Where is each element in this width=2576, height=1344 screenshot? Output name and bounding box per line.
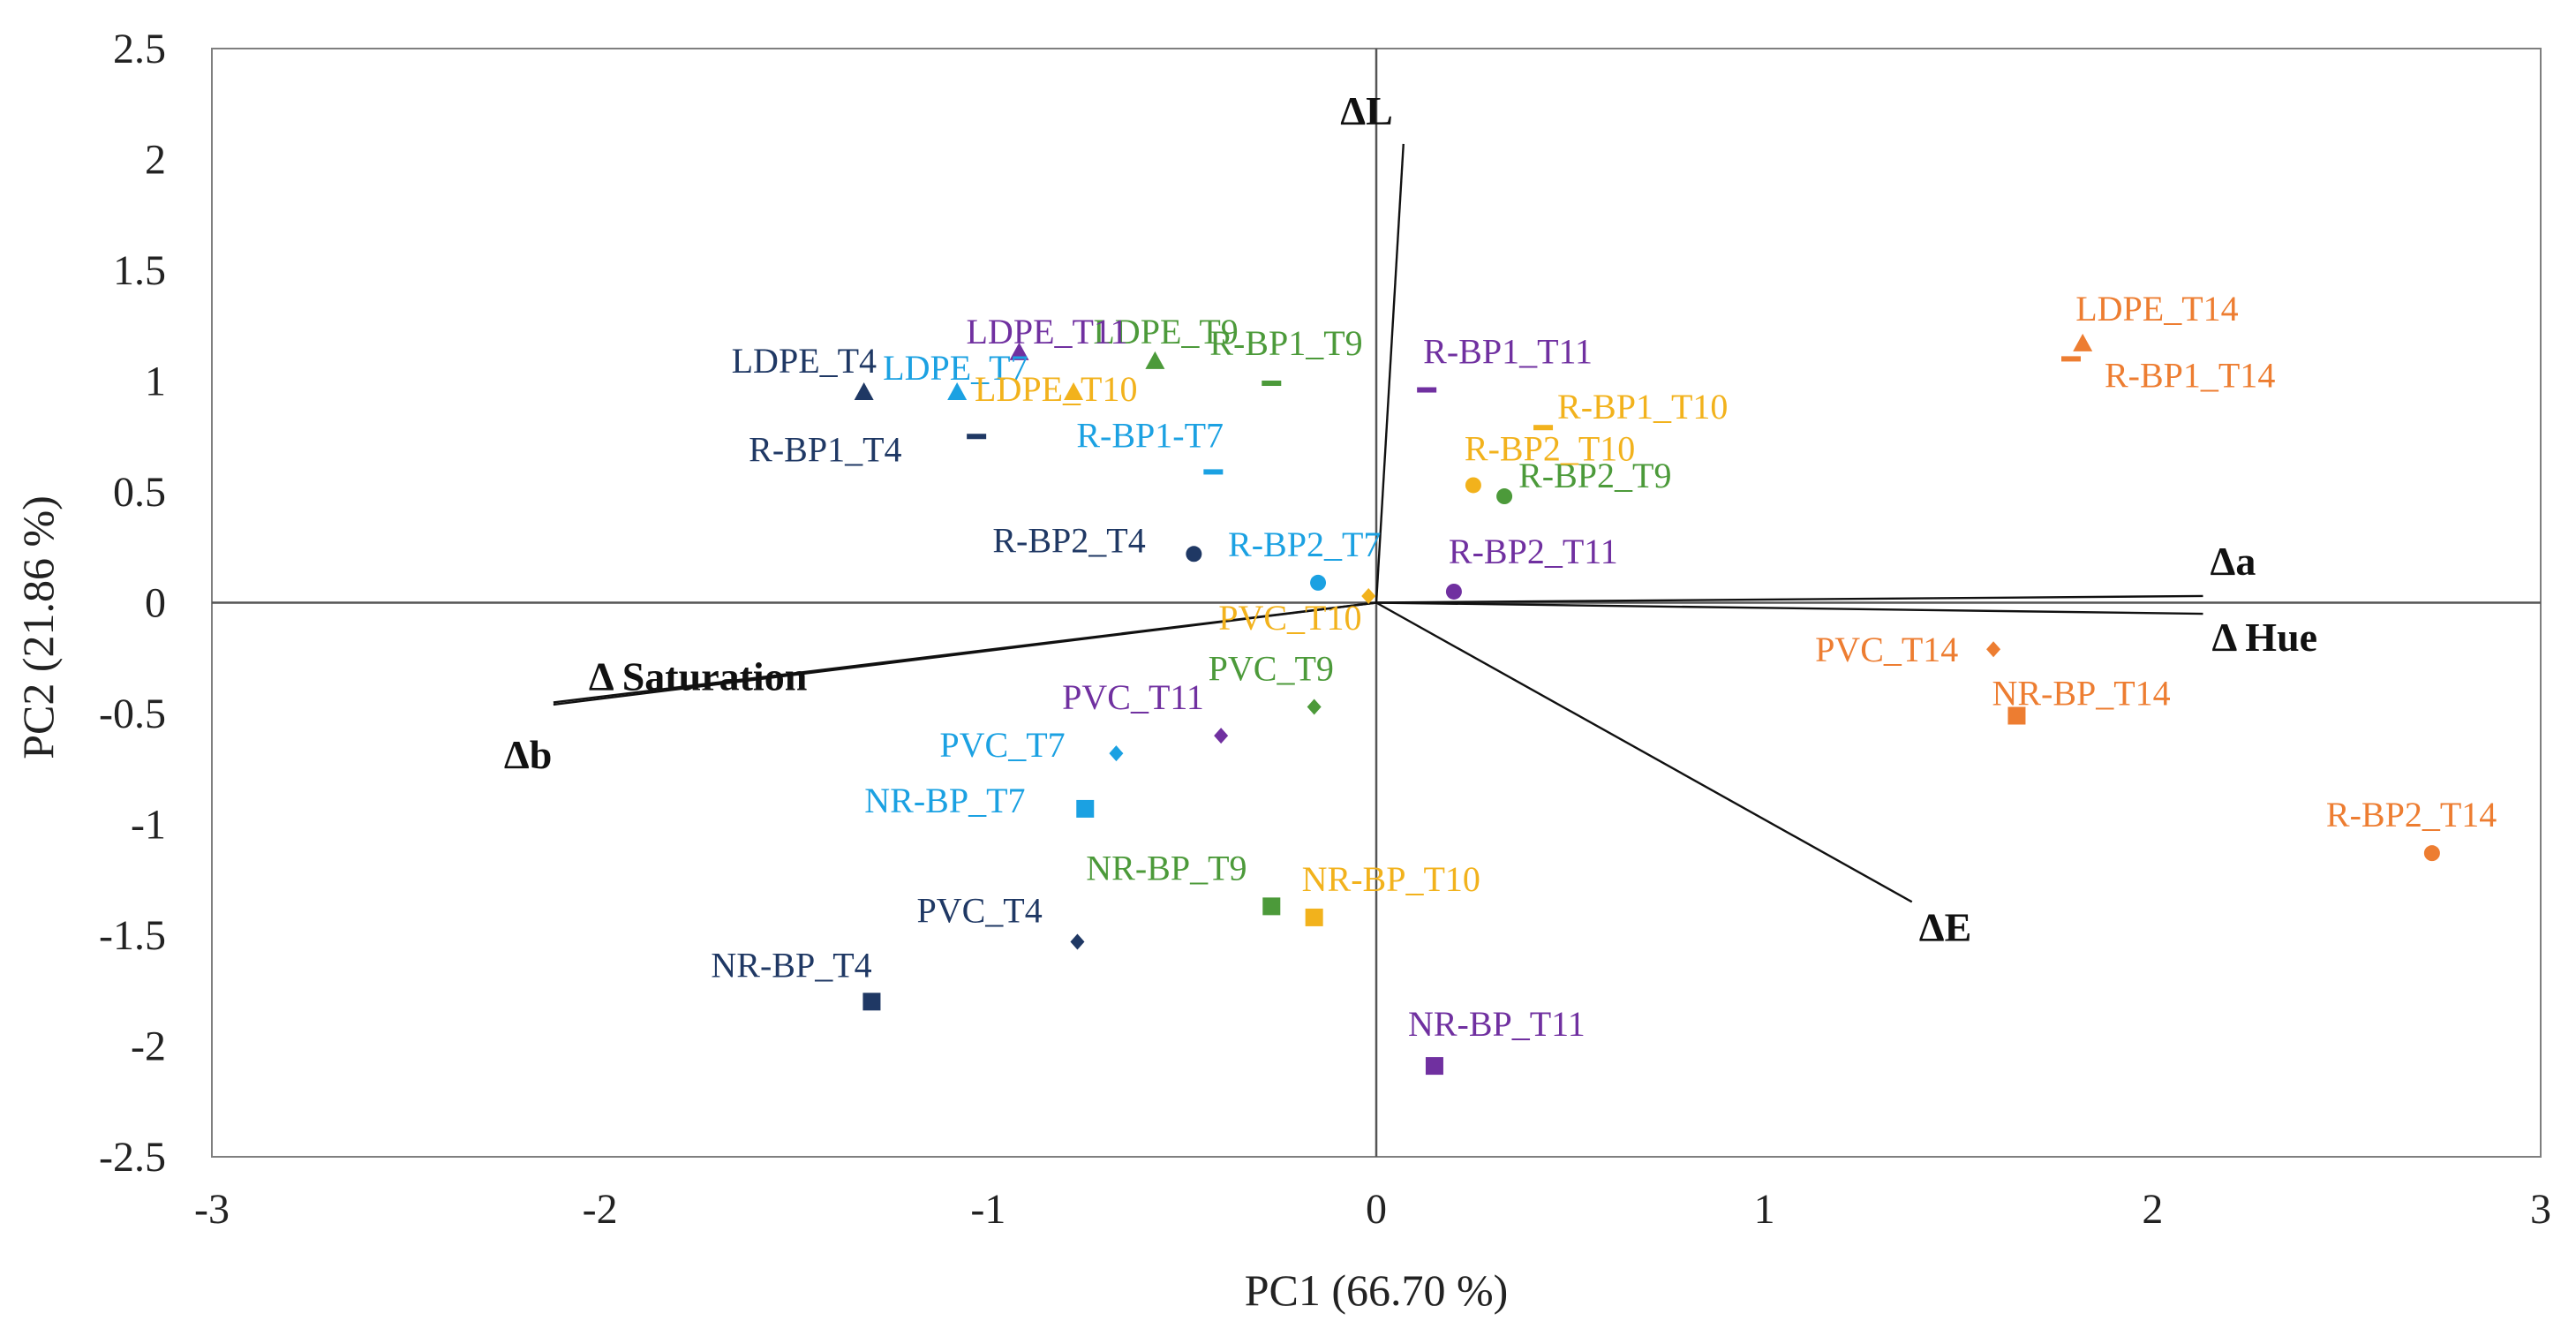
score-point xyxy=(1465,477,1481,494)
y-tick-label: 2 xyxy=(145,137,166,184)
score-point xyxy=(1417,387,1437,393)
loading-vectors: ΔL Δa Δ Hue ΔE Δ Saturation Δb xyxy=(504,88,2317,949)
point-label: NR-BP_T9 xyxy=(1086,848,1247,887)
score-point xyxy=(1262,381,1282,387)
point-label: PVC_T9 xyxy=(1209,648,1334,688)
score-point xyxy=(1109,745,1124,762)
point-label: R-BP2_T14 xyxy=(2326,795,2497,834)
point-label: LDPE_T9 xyxy=(1093,312,1238,351)
score-point xyxy=(862,993,881,1011)
score-point xyxy=(1361,587,1376,604)
point-label: PVC_T11 xyxy=(1062,677,1204,717)
point-label: R-BP1_T4 xyxy=(749,429,901,469)
y-tick-label: -1.5 xyxy=(99,912,166,959)
x-axis-title: PC1 (66.70 %) xyxy=(1245,1265,1509,1315)
point-labels: LDPE_T4 R-BP1_T4 R-BP2_T4 PVC_T4 NR-BP_T4 LDP… xyxy=(711,289,2497,1044)
point-label: R-BP2_T4 xyxy=(992,520,1145,560)
vector-label: Δb xyxy=(504,732,552,777)
x-tick-label: 2 xyxy=(2142,1186,2163,1233)
loading-vector xyxy=(553,601,1377,706)
point-label: R-BP1_T10 xyxy=(1557,387,1728,427)
point-label: R-BP1_T11 xyxy=(1423,332,1593,372)
score-point xyxy=(1203,469,1224,475)
point-label: NR-BP_T10 xyxy=(1302,859,1480,899)
score-point xyxy=(1986,641,2001,658)
vector-label: ΔL xyxy=(1340,88,1393,133)
point-label: NR-BP_T7 xyxy=(864,781,1025,820)
score-point xyxy=(1305,908,1323,926)
x-tick-label: -3 xyxy=(194,1186,230,1233)
score-point xyxy=(1445,583,1462,600)
point-label: R-BP1_T9 xyxy=(1209,323,1362,363)
score-point xyxy=(1262,897,1281,916)
loading-vector xyxy=(1375,143,1405,603)
vector-label: Δa xyxy=(2210,539,2256,584)
y-tick-label: -1 xyxy=(131,802,166,849)
x-tick-label: -1 xyxy=(970,1186,1006,1233)
point-label: LDPE_T11 xyxy=(967,312,1128,351)
y-tick-label: 2.5 xyxy=(113,26,166,72)
y-tick-label: 0 xyxy=(145,580,166,627)
score-point xyxy=(1214,728,1229,744)
point-label: NR-BP_T4 xyxy=(711,945,871,985)
score-point xyxy=(1064,382,1084,401)
score-point xyxy=(1310,574,1327,591)
score-point xyxy=(1533,425,1554,431)
point-label: LDPE_T4 xyxy=(732,341,877,381)
score-point xyxy=(1496,488,1513,505)
y-tick-label: -0.5 xyxy=(99,691,166,737)
y-tick-label: 1 xyxy=(145,359,166,405)
y-tick-label: 1.5 xyxy=(113,247,166,294)
loading-vector xyxy=(1375,594,2203,604)
score-point xyxy=(967,434,987,440)
score-point xyxy=(1070,933,1085,950)
point-label: R-BP1-T7 xyxy=(1076,415,1224,455)
score-point xyxy=(1076,799,1095,818)
point-label: R-BP2_T10 xyxy=(1465,428,1635,468)
x-tick-label: -2 xyxy=(583,1186,618,1233)
score-point xyxy=(2423,845,2440,862)
vector-label: Δ Saturation xyxy=(589,653,807,698)
point-label: R-BP2_T7 xyxy=(1228,525,1381,564)
score-point xyxy=(1145,351,1165,369)
point-label: R-BP2_T11 xyxy=(1449,532,1618,571)
point-label: PVC_T4 xyxy=(916,891,1042,931)
score-point xyxy=(947,382,968,401)
point-label: LDPE_T14 xyxy=(2075,289,2238,328)
score-point xyxy=(1186,546,1202,563)
point-label: NR-BP_T14 xyxy=(1992,674,2170,714)
x-tick-label: 0 xyxy=(1366,1186,1387,1233)
loading-vector xyxy=(1375,601,1913,903)
x-tick-label: 1 xyxy=(1754,1186,1775,1233)
score-point xyxy=(1009,342,1029,360)
point-label: PVC_T10 xyxy=(1218,598,1361,638)
score-point xyxy=(2073,333,2093,351)
score-points xyxy=(854,333,2440,1076)
point-label: R-BP1_T14 xyxy=(2105,355,2275,395)
y-tick-label: 0.5 xyxy=(113,469,166,516)
point-label: LDPE_T7 xyxy=(883,348,1028,388)
point-label: PVC_T14 xyxy=(1815,630,1958,669)
point-label: R-BP2_T9 xyxy=(1518,456,1671,495)
score-point xyxy=(2061,356,2082,362)
loading-vector xyxy=(1375,601,2203,615)
point-label: NR-BP_T11 xyxy=(1408,1004,1586,1044)
score-point xyxy=(1307,698,1322,715)
score-point xyxy=(1425,1057,1443,1076)
vector-label: Δ Hue xyxy=(2211,615,2317,660)
y-tick-label: -2.5 xyxy=(99,1134,166,1181)
y-tick-label: -2 xyxy=(131,1023,166,1070)
score-point xyxy=(854,382,874,401)
x-tick-label: 3 xyxy=(2530,1186,2551,1233)
score-point xyxy=(2007,706,2026,725)
point-label: LDPE_T10 xyxy=(975,369,1137,409)
tick-labels: -3 -2 -1 0 1 2 3 2.5 2 1.5 1 0.5 0 -0.5 -1 -1.5 -2 -2.5 xyxy=(99,26,2551,1233)
vector-label: ΔE xyxy=(1919,904,1972,949)
y-axis-title: PC2 (21.86 %) xyxy=(13,495,63,759)
point-label: PVC_T7 xyxy=(939,725,1065,765)
